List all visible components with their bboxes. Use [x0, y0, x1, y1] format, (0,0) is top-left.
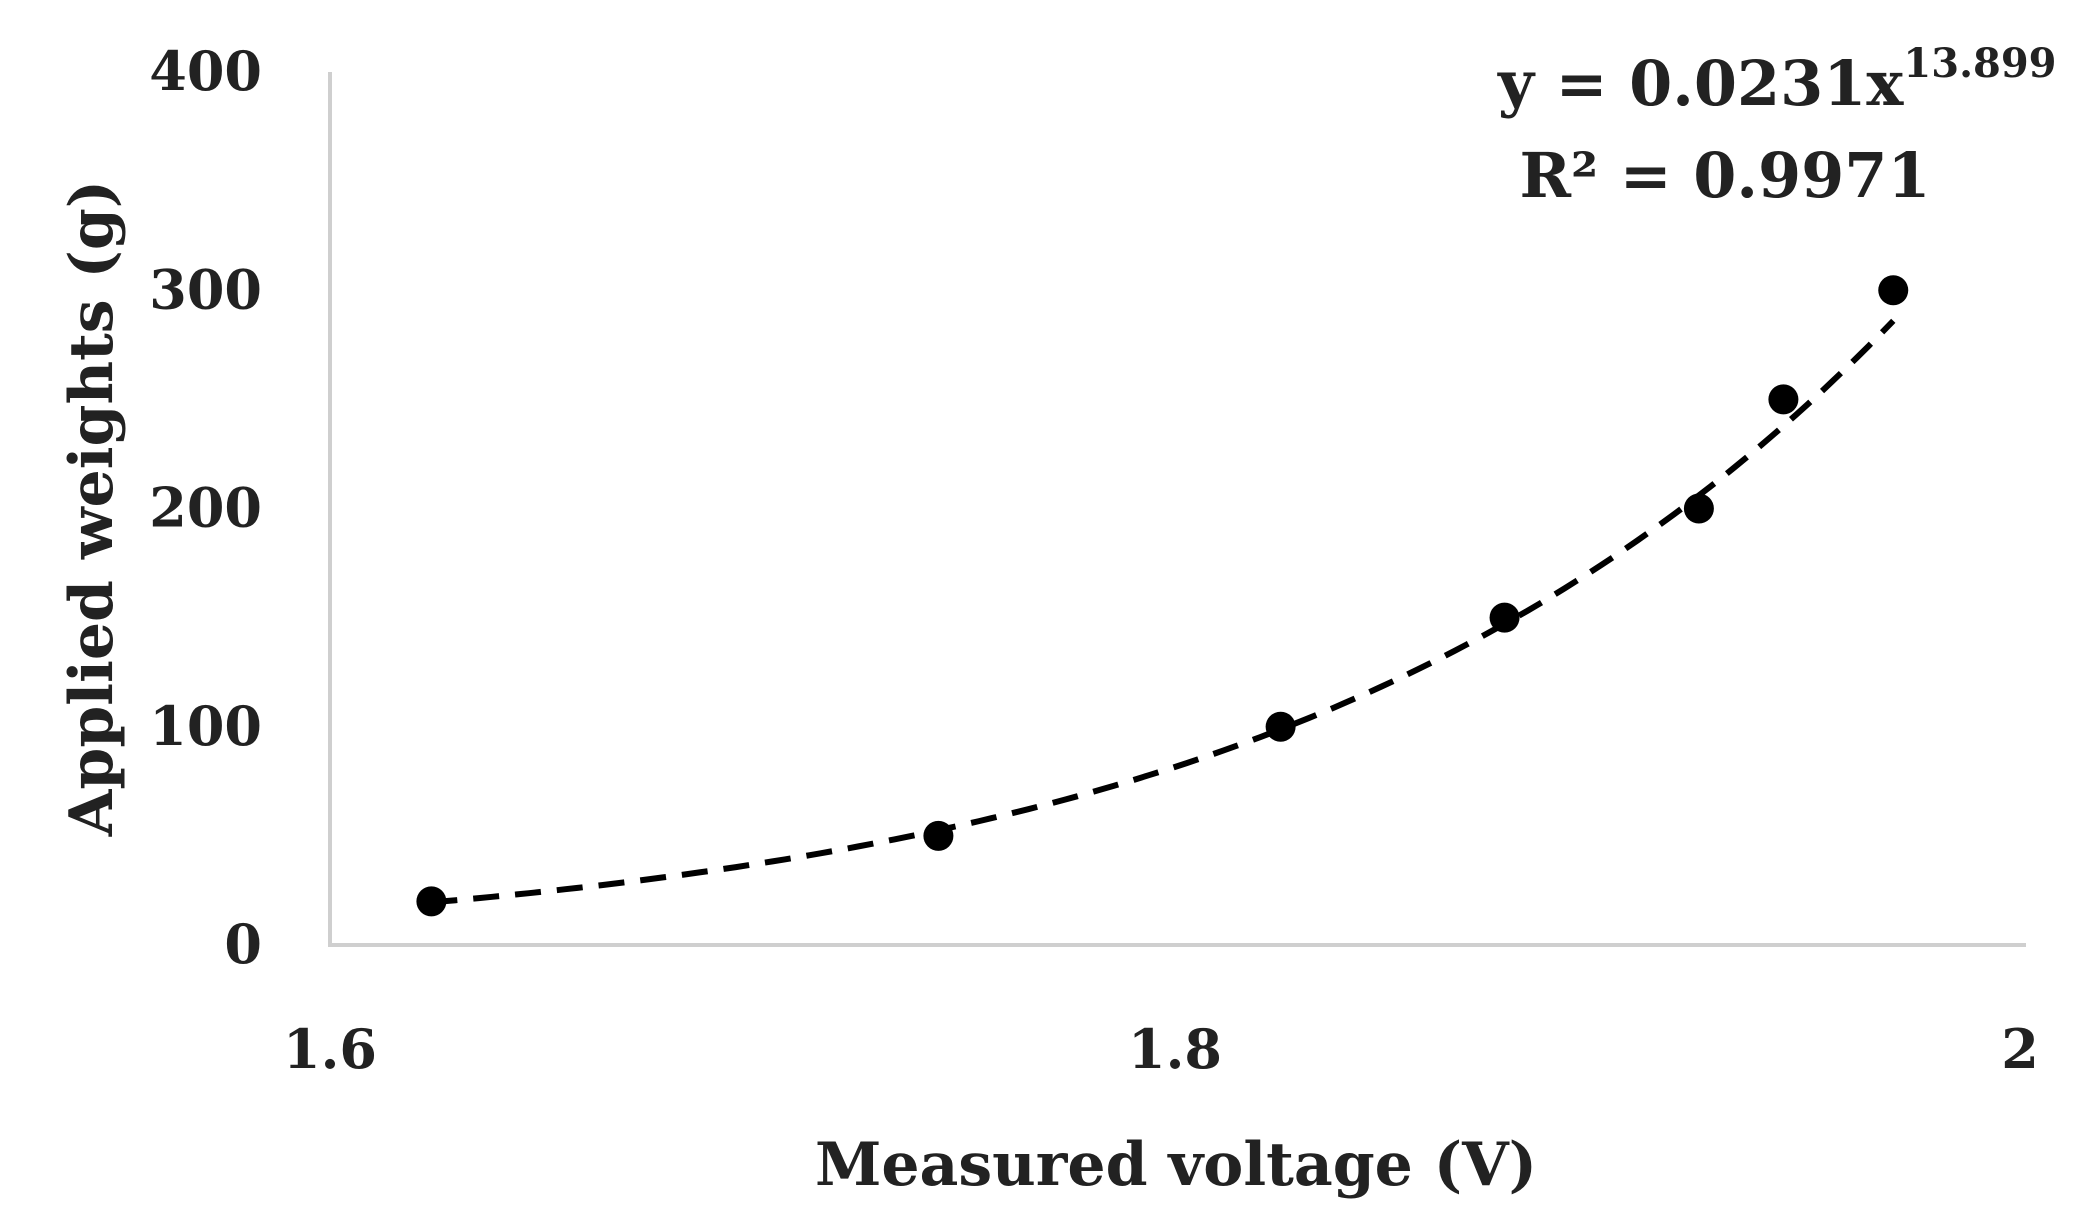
data-point — [1878, 275, 1909, 306]
trendline-group — [431, 318, 1896, 906]
data-point — [923, 820, 954, 851]
trendline-equation-exponent: 13.899 — [1903, 40, 2056, 87]
data-points — [416, 275, 1909, 917]
x-tick-labels: 1.6 1.8 2 — [283, 1017, 2039, 1081]
trendline-equation: y = 0.0231x13.899 — [1497, 40, 2057, 120]
power-trendline — [431, 318, 1896, 906]
y-tick-label: 0 — [224, 912, 262, 976]
data-point — [1768, 384, 1799, 415]
x-tick-label: 1.8 — [1128, 1017, 1222, 1081]
axes — [328, 72, 2026, 947]
y-axis-title: Applied weights (g) — [57, 180, 127, 837]
data-point — [1265, 711, 1296, 742]
data-point — [1683, 493, 1714, 524]
x-tick-label: 2 — [2001, 1017, 2039, 1081]
x-tick-label: 1.6 — [283, 1017, 377, 1081]
x-axis-title: Measured voltage (V) — [815, 1130, 1537, 1200]
y-tick-label: 200 — [149, 476, 262, 540]
y-tick-labels: 0 100 200 300 400 — [149, 39, 262, 976]
y-tick-label: 100 — [149, 694, 262, 758]
y-tick-label: 400 — [149, 39, 262, 103]
data-point — [416, 886, 447, 917]
r-squared-label: R² = 0.9971 — [1519, 139, 1930, 212]
data-point — [1489, 602, 1520, 633]
trendline-equation-base: y = 0.0231x — [1497, 47, 1904, 120]
y-tick-label: 300 — [149, 257, 262, 321]
